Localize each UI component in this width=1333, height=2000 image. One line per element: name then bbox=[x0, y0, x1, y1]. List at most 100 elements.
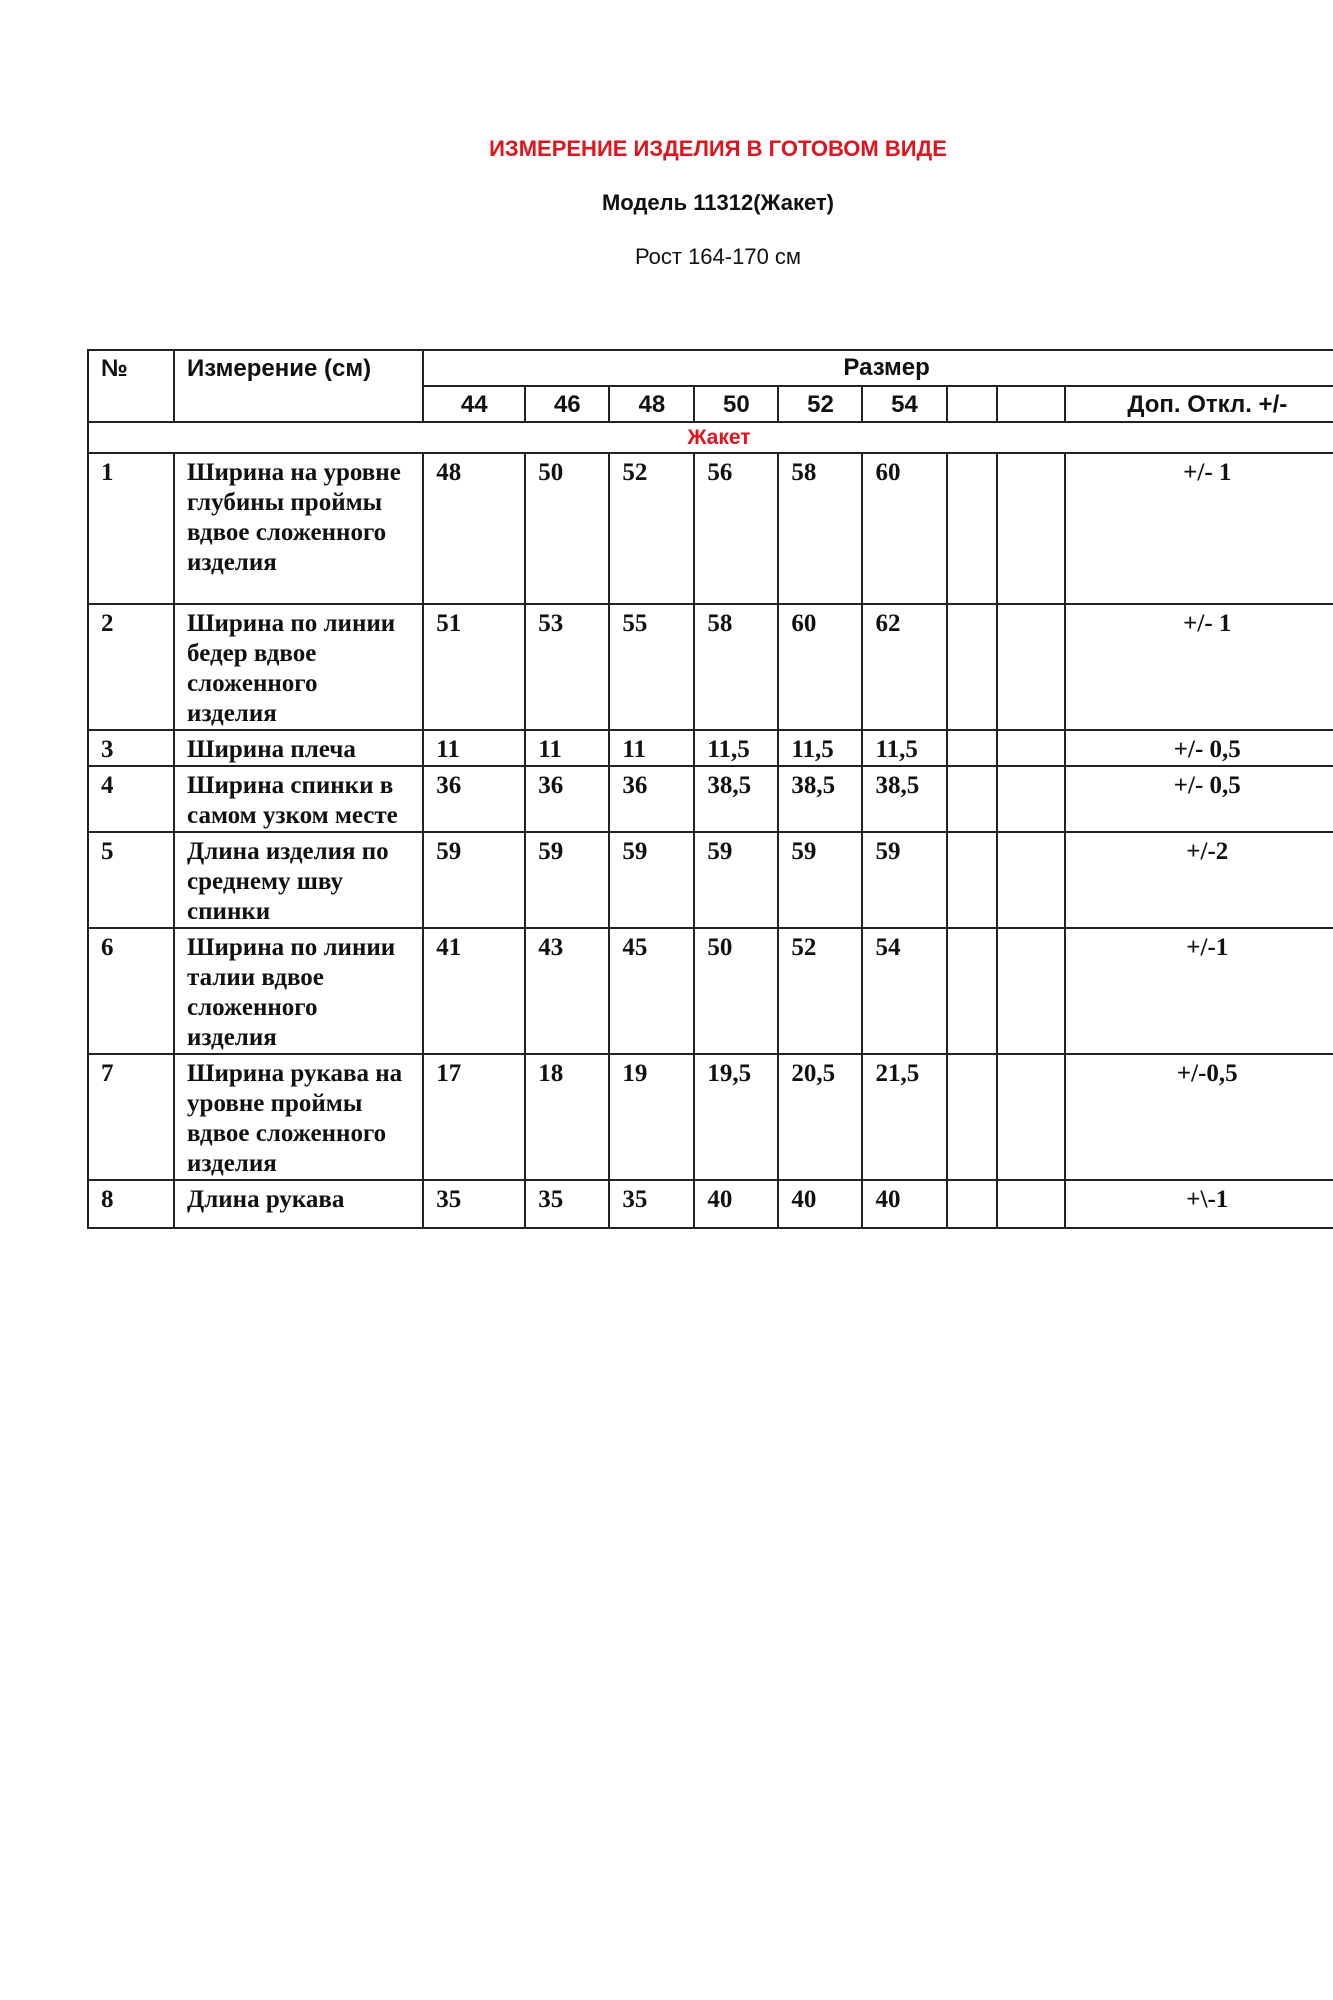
row-number: 4 bbox=[86, 765, 176, 833]
row-tolerance: +/-0,5 bbox=[1063, 1053, 1333, 1181]
row-value: 59 bbox=[608, 831, 696, 929]
table-row: 4 Ширина спинки в самом узком месте 36 36 36… bbox=[86, 765, 1333, 833]
row-value: 11 bbox=[608, 729, 696, 767]
height-range: Рост 164-170 см bbox=[634, 244, 802, 269]
row-value bbox=[945, 1053, 998, 1181]
row-measurement-name: Длина изделия по среднему шву спинки bbox=[173, 831, 425, 929]
section-jacket: Жакет bbox=[87, 421, 1333, 454]
row-value: 59 bbox=[422, 831, 527, 929]
row-value bbox=[995, 765, 1066, 833]
row-number: 3 bbox=[86, 729, 176, 767]
table-row: 2 Ширина по линии бедер вдвое сложенного … bbox=[86, 603, 1333, 731]
row-number: 1 bbox=[86, 452, 176, 605]
document-title: ИЗМЕРЕНИЕ ИЗДЕЛИЯ В ГОТОВОМ ВИДЕ bbox=[489, 136, 947, 161]
row-value: 17 bbox=[422, 1053, 527, 1181]
header-size: Размер bbox=[422, 349, 1333, 387]
row-value: 36 bbox=[608, 765, 696, 833]
row-tolerance: +/- 1 bbox=[1063, 603, 1333, 731]
row-value: 40 bbox=[693, 1179, 780, 1229]
table-row: 7 Ширина рукава на уровне проймы вдвое сл… bbox=[86, 1053, 1333, 1181]
row-number: 6 bbox=[86, 927, 176, 1055]
row-value: 11,5 bbox=[693, 729, 780, 767]
row-measurement-name: Ширина рукава на уровне проймы вдвое сло… bbox=[173, 1053, 425, 1181]
row-value: 35 bbox=[608, 1179, 696, 1229]
row-value: 55 bbox=[608, 603, 696, 731]
model-subtitle: Модель 11312(Жакет) bbox=[601, 190, 835, 215]
row-value: 52 bbox=[608, 452, 696, 605]
row-value: 38,5 bbox=[693, 765, 780, 833]
row-value: 50 bbox=[524, 452, 611, 605]
row-value: 20,5 bbox=[777, 1053, 864, 1181]
row-value: 38,5 bbox=[777, 765, 864, 833]
row-value bbox=[945, 927, 998, 1055]
row-measurement-name: Ширина спинки в самом узком месте bbox=[173, 765, 425, 833]
row-value: 60 bbox=[861, 452, 948, 605]
size-header-50: 50 bbox=[693, 385, 780, 423]
row-value bbox=[945, 831, 998, 929]
row-measurement-name: Длина рукава bbox=[173, 1179, 425, 1229]
row-value: 21,5 bbox=[861, 1053, 948, 1181]
row-value: 59 bbox=[777, 831, 864, 929]
row-value: 40 bbox=[861, 1179, 948, 1229]
row-value: 48 bbox=[422, 452, 527, 605]
row-value: 40 bbox=[777, 1179, 864, 1229]
table-row: 1 Ширина на уровне глубины проймы вдвое с… bbox=[86, 452, 1333, 605]
row-value: 18 bbox=[524, 1053, 611, 1181]
row-tolerance: +\-1 bbox=[1063, 1179, 1333, 1229]
row-measurement-name: Ширина по линии талии вдвое сложенного и… bbox=[173, 927, 425, 1055]
row-value: 35 bbox=[524, 1179, 611, 1229]
table-row: 8 Длина рукава 35 35 35 40 40 40 +\-1 bbox=[86, 1179, 1333, 1229]
row-value: 36 bbox=[422, 765, 527, 833]
row-value bbox=[995, 927, 1066, 1055]
row-value bbox=[945, 729, 998, 767]
size-header-blank bbox=[995, 385, 1066, 423]
row-measurement-name: Ширина по линии бедер вдвое сложенного и… bbox=[173, 603, 425, 731]
row-value: 56 bbox=[693, 452, 780, 605]
row-number: 2 bbox=[86, 603, 176, 731]
row-value: 62 bbox=[861, 603, 948, 731]
header-tolerance: Доп. Откл. +/- bbox=[1063, 385, 1333, 423]
row-value: 11 bbox=[422, 729, 527, 767]
row-value bbox=[995, 603, 1066, 731]
row-value bbox=[945, 1179, 998, 1229]
row-value: 36 bbox=[524, 765, 611, 833]
row-value: 35 bbox=[422, 1179, 527, 1229]
row-value: 52 bbox=[777, 927, 864, 1055]
row-value: 43 bbox=[524, 927, 611, 1055]
header-number: № bbox=[86, 349, 176, 423]
measurement-table: № Измерение (см) Размер 44 46 48 50 52 54 Доп.… bbox=[86, 349, 1333, 1229]
row-value: 11,5 bbox=[777, 729, 864, 767]
row-measurement-name: Ширина на уровне глубины проймы вдвое сл… bbox=[173, 452, 425, 605]
table-row: 3 Ширина плеча 11 11 11 11,5 11,5 11,5 +/- 0,5 bbox=[86, 729, 1333, 767]
row-value: 50 bbox=[693, 927, 780, 1055]
size-header-46: 46 bbox=[524, 385, 611, 423]
row-tolerance: +/-2 bbox=[1063, 831, 1333, 929]
size-header-blank bbox=[945, 385, 998, 423]
row-tolerance: +/- 1 bbox=[1063, 452, 1333, 605]
row-tolerance: +/- 0,5 bbox=[1063, 765, 1333, 833]
row-value: 58 bbox=[693, 603, 780, 731]
row-value: 11 bbox=[524, 729, 611, 767]
row-value: 60 bbox=[777, 603, 864, 731]
row-value: 54 bbox=[861, 927, 948, 1055]
table-row: 6 Ширина по линии талии вдвое сложенного … bbox=[86, 927, 1333, 1055]
row-value: 58 bbox=[777, 452, 864, 605]
row-value: 59 bbox=[861, 831, 948, 929]
header-measurement: Измерение (см) bbox=[173, 349, 425, 423]
row-number: 8 bbox=[86, 1179, 176, 1229]
row-value: 19 bbox=[608, 1053, 696, 1181]
row-value: 53 bbox=[524, 603, 611, 731]
row-measurement-name: Ширина плеча bbox=[173, 729, 425, 767]
row-value bbox=[995, 729, 1066, 767]
row-value bbox=[945, 603, 998, 731]
size-header-48: 48 bbox=[608, 385, 696, 423]
size-header-54: 54 bbox=[861, 385, 948, 423]
row-value: 19,5 bbox=[693, 1053, 780, 1181]
row-value bbox=[995, 452, 1066, 605]
table-row: 5 Длина изделия по среднему шву спинки 59 5… bbox=[86, 831, 1333, 929]
row-value: 51 bbox=[422, 603, 527, 731]
row-value: 45 bbox=[608, 927, 696, 1055]
size-header-52: 52 bbox=[777, 385, 864, 423]
row-tolerance: +/-1 bbox=[1063, 927, 1333, 1055]
row-tolerance: +/- 0,5 bbox=[1063, 729, 1333, 767]
